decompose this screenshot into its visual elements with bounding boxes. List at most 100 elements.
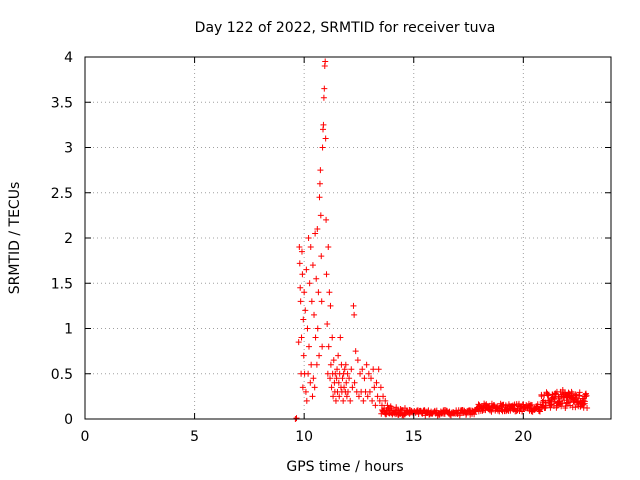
data-point — [316, 194, 323, 201]
data-points — [292, 58, 591, 422]
y-tick-label: 0.5 — [51, 367, 73, 383]
data-point — [313, 361, 320, 368]
data-point — [542, 402, 549, 409]
data-point — [312, 230, 319, 237]
data-point — [487, 407, 494, 414]
data-point — [297, 298, 304, 305]
chart-title: Day 122 of 2022, SRMTID for receiver tuv… — [195, 20, 496, 36]
grid — [85, 57, 611, 419]
data-point — [352, 348, 359, 355]
data-point — [329, 334, 336, 341]
data-point — [302, 307, 309, 314]
data-point — [580, 397, 587, 404]
data-point — [317, 167, 324, 174]
data-point — [342, 361, 349, 368]
x-tick-label: 10 — [295, 429, 313, 445]
data-point — [361, 375, 368, 382]
data-point — [333, 375, 340, 382]
y-tick-label: 2.5 — [51, 186, 73, 202]
data-point — [369, 397, 376, 404]
data-point — [374, 393, 381, 400]
data-point — [316, 180, 323, 187]
data-point — [547, 400, 554, 407]
data-point — [293, 415, 300, 422]
data-point — [318, 253, 325, 260]
data-point — [380, 393, 387, 400]
data-point — [297, 284, 304, 291]
data-point — [565, 389, 572, 396]
data-point — [351, 311, 358, 318]
data-point — [363, 361, 370, 368]
data-point — [300, 316, 307, 323]
data-point — [343, 393, 350, 400]
data-point — [326, 289, 333, 296]
data-point — [296, 260, 303, 267]
data-point — [335, 379, 342, 386]
data-point — [345, 388, 351, 395]
data-point — [298, 334, 305, 341]
data-point — [327, 361, 334, 368]
y-tick-label: 3.5 — [51, 95, 73, 111]
data-point — [299, 271, 306, 278]
data-point — [584, 404, 591, 411]
data-point — [302, 388, 309, 395]
data-point — [528, 402, 535, 409]
data-point — [299, 384, 306, 391]
data-point — [562, 403, 569, 410]
data-point — [307, 244, 314, 251]
data-point — [372, 402, 379, 409]
data-point — [328, 384, 335, 391]
data-point — [398, 407, 405, 414]
data-point — [319, 144, 326, 151]
data-point — [441, 411, 448, 418]
data-point — [346, 375, 353, 382]
data-point — [311, 384, 318, 391]
data-point — [341, 366, 348, 373]
data-point — [534, 401, 541, 408]
data-point — [343, 379, 350, 386]
data-point — [370, 366, 377, 373]
data-point — [350, 302, 357, 309]
data-point — [310, 375, 317, 382]
data-point — [359, 366, 366, 373]
data-point — [536, 408, 543, 415]
data-point — [303, 397, 310, 404]
data-point — [325, 244, 332, 251]
data-point — [376, 397, 383, 404]
data-point — [304, 325, 311, 332]
data-point — [306, 280, 313, 287]
data-point — [336, 393, 343, 400]
data-point — [368, 375, 375, 382]
data-point — [327, 375, 334, 382]
data-point — [322, 58, 329, 65]
data-point — [311, 311, 318, 318]
data-point — [366, 388, 373, 395]
data-point — [375, 366, 382, 373]
y-tick-label: 4 — [64, 50, 73, 66]
data-point — [382, 397, 389, 404]
data-point — [360, 397, 367, 404]
data-point — [301, 289, 308, 296]
data-point — [341, 384, 348, 391]
data-point — [313, 275, 320, 282]
y-tick-label: 1.5 — [51, 276, 73, 292]
data-point — [335, 352, 342, 359]
data-point — [315, 289, 322, 296]
data-point — [332, 397, 339, 404]
data-point — [519, 408, 526, 415]
data-point — [551, 398, 558, 405]
data-point — [576, 389, 583, 396]
data-point — [307, 379, 314, 386]
data-point — [334, 366, 341, 373]
data-point — [309, 262, 316, 269]
data-point — [351, 379, 358, 386]
data-point — [321, 85, 328, 92]
data-point — [471, 411, 478, 418]
data-point — [365, 370, 372, 377]
data-point — [355, 393, 362, 400]
data-point — [305, 343, 312, 350]
data-point — [419, 410, 426, 417]
x-axis-title: GPS time / hours — [286, 459, 403, 475]
data-point — [323, 216, 330, 223]
